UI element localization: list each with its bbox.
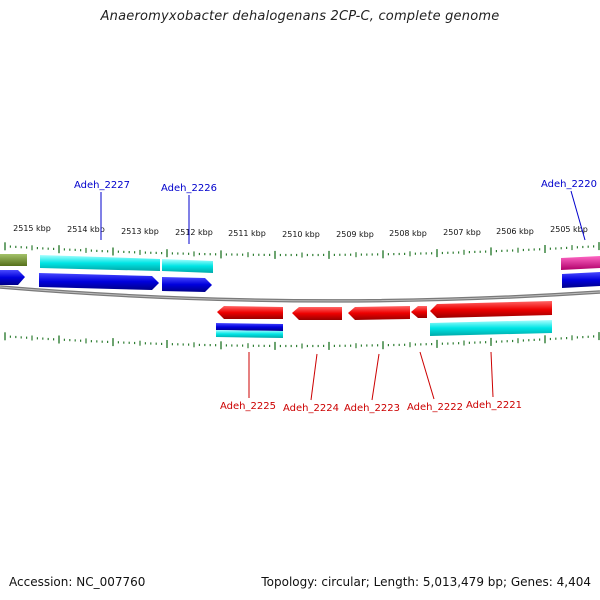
red-cds-arrow[interactable] (411, 306, 427, 318)
gene-labels-bottom: Adeh_2225 Adeh_2224 Adeh_2223 Adeh_2222 … (220, 400, 522, 414)
kbp-label: 2511 kbp (228, 229, 266, 238)
cyan-feature[interactable] (430, 320, 552, 336)
kbp-label: 2509 kbp (336, 230, 374, 239)
red-cds-arrow[interactable] (430, 301, 552, 318)
blue-cds-arrow[interactable] (216, 323, 283, 331)
kbp-label: 2505 kbp (550, 225, 588, 234)
gene-label[interactable]: Adeh_2224 (283, 403, 339, 414)
kbp-label: 2507 kbp (443, 228, 481, 237)
kbp-labels: 2515 kbp 2514 kbp 2513 kbp 2512 kbp 2511… (13, 224, 588, 239)
magenta-feature[interactable] (561, 256, 600, 270)
kbp-label: 2513 kbp (121, 227, 159, 236)
kbp-label: 2506 kbp (496, 227, 534, 236)
gene-label[interactable]: Adeh_2220 (541, 179, 597, 190)
kbp-label: 2512 kbp (175, 228, 213, 237)
forward-strand-features (0, 254, 600, 292)
red-cds-arrow[interactable] (217, 306, 283, 319)
kbp-label: 2514 kbp (67, 225, 105, 234)
gene-label[interactable]: Adeh_2225 (220, 401, 276, 412)
red-cds-arrow[interactable] (292, 307, 342, 320)
tick-row-top (4, 242, 600, 259)
blue-cds-arrow[interactable] (39, 273, 159, 290)
gene-label[interactable]: Adeh_2221 (466, 400, 522, 411)
gene-label[interactable]: Adeh_2223 (344, 403, 400, 414)
olive-feature[interactable] (0, 254, 27, 266)
blue-cds-arrow[interactable] (0, 270, 25, 285)
kbp-label: 2515 kbp (13, 224, 51, 233)
cyan-feature[interactable] (162, 259, 213, 273)
cyan-feature[interactable] (40, 255, 160, 271)
gene-label[interactable]: Adeh_2226 (161, 183, 217, 194)
map-title: Anaeromyxobacter dehalogenans 2CP-C, com… (100, 9, 500, 24)
topology-text: Topology: circular; Length: 5,013,479 bp… (261, 575, 591, 589)
gene-labels-top: Adeh_2227 Adeh_2226 Adeh_2220 (74, 179, 597, 194)
cyan-feature[interactable] (216, 330, 283, 338)
gene-label[interactable]: Adeh_2227 (74, 180, 130, 191)
reverse-strand-features (216, 301, 552, 338)
accession-text: Accession: NC_007760 (9, 575, 146, 589)
red-cds-arrow[interactable] (348, 306, 410, 320)
leader-lines-top (100, 190, 586, 244)
genome-backbone-highlight (0, 286, 600, 302)
leader-lines-bottom (248, 351, 494, 401)
gene-label[interactable]: Adeh_2222 (407, 402, 463, 413)
kbp-label: 2508 kbp (389, 229, 427, 238)
blue-cds-arrow[interactable] (162, 277, 212, 292)
blue-cds-arrow[interactable] (562, 272, 600, 288)
kbp-label: 2510 kbp (282, 230, 320, 239)
tick-row-bottom (4, 332, 600, 350)
